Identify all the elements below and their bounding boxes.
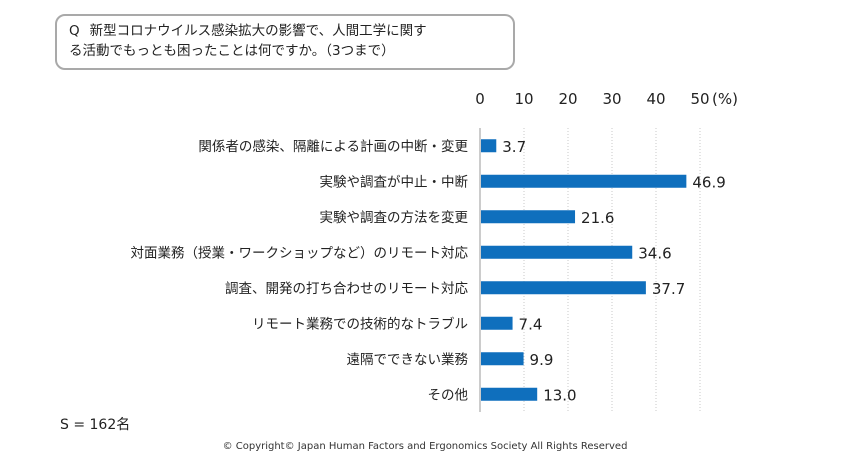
value-label: 46.9 bbox=[692, 173, 725, 191]
x-tick-label: 10 bbox=[514, 90, 533, 108]
category-label: 実験や調査が中止・中断 bbox=[320, 174, 469, 190]
bar bbox=[481, 387, 538, 401]
category-label: その他 bbox=[428, 387, 469, 403]
value-label: 7.4 bbox=[519, 315, 543, 333]
category-label: 遠隔でできない業務 bbox=[347, 352, 469, 368]
x-tick-label: 20 bbox=[558, 90, 577, 108]
value-label: 21.6 bbox=[581, 209, 614, 227]
value-label: 34.6 bbox=[638, 244, 671, 262]
value-label: 9.9 bbox=[530, 351, 554, 369]
category-label: リモート業務での技術的なトラブル bbox=[252, 315, 468, 332]
question-text-1: 新型コロナウイルス感染拡大の影響で、人間工学に関す bbox=[89, 23, 427, 39]
bar bbox=[481, 316, 513, 330]
question-box: Q 新型コロナウイルス感染拡大の影響で、人間工学に関す る活動でもっとも困ったこと… bbox=[55, 14, 515, 70]
category-label: 実験や調査の方法を変更 bbox=[320, 209, 469, 226]
value-label: 3.7 bbox=[502, 138, 526, 156]
bar bbox=[481, 174, 687, 188]
x-tick-label: 40 bbox=[646, 90, 665, 108]
bar bbox=[481, 281, 646, 295]
bar bbox=[481, 245, 633, 259]
sample-size: S = 162名 bbox=[60, 417, 131, 433]
value-label: 37.7 bbox=[652, 280, 685, 298]
value-label: 13.0 bbox=[543, 386, 576, 404]
x-tick-label: 30 bbox=[602, 90, 621, 108]
x-tick-label: 0 bbox=[475, 90, 485, 108]
bar bbox=[481, 352, 524, 366]
question-prefix: Q bbox=[69, 23, 80, 39]
question-line-2: る活動でもっとも困ったことは何ですか。（3つまで） bbox=[69, 43, 395, 59]
category-label: 関係者の感染、隔離による計画の中断・変更 bbox=[198, 138, 468, 155]
question-line-1: Q 新型コロナウイルス感染拡大の影響で、人間工学に関す bbox=[69, 21, 503, 41]
copyright: © Copyright© Japan Human Factors and Erg… bbox=[222, 441, 628, 452]
bar bbox=[481, 139, 497, 153]
category-label: 調査、開発の打ち合わせのリモート対応 bbox=[225, 280, 468, 297]
bar bbox=[481, 210, 576, 224]
x-tick-label: 50 bbox=[690, 90, 709, 108]
axis-unit: (%) bbox=[712, 90, 738, 108]
category-label: 対面業務（授業・ワークショップなど）のリモート対応 bbox=[131, 245, 469, 261]
